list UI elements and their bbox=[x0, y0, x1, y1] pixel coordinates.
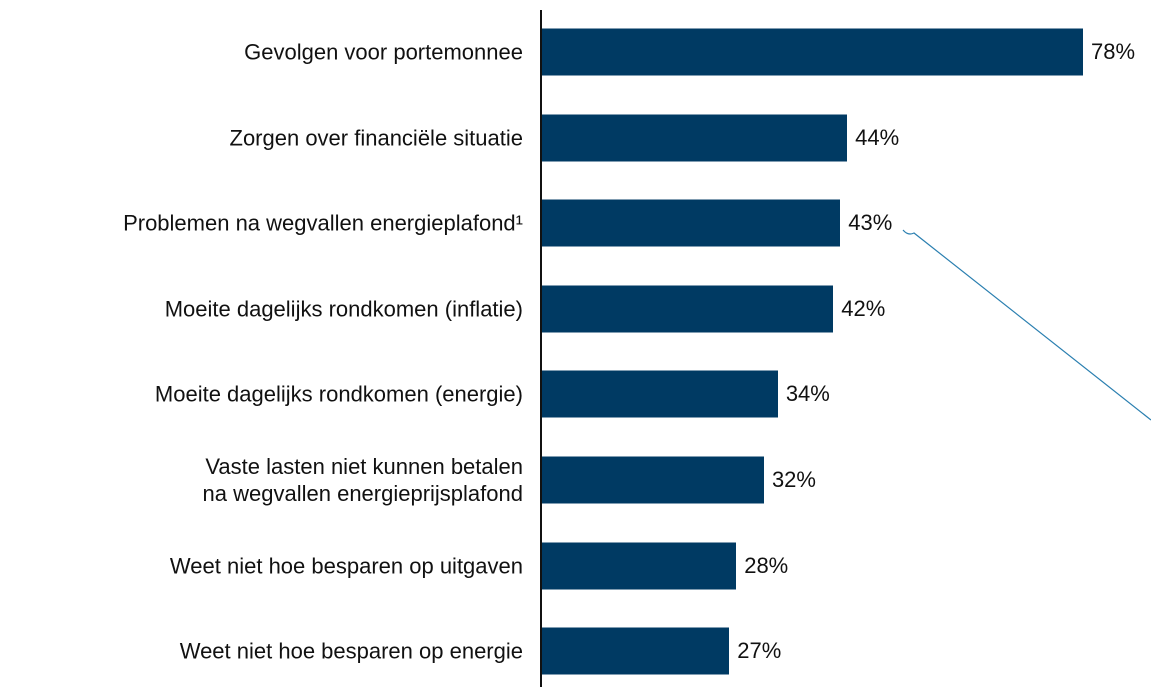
category-label: Moeite dagelijks rondkomen (inflatie) bbox=[164, 296, 523, 322]
category-label: Zorgen over financiële situatie bbox=[229, 125, 524, 151]
category-label: Gevolgen voor portemonnee bbox=[244, 39, 523, 65]
value-label: 42% bbox=[841, 295, 886, 321]
bar bbox=[542, 627, 730, 675]
category-label: Weet niet hoe besparen op energie bbox=[179, 638, 523, 664]
category-label: Moeite dagelijks rondkomen (energie) bbox=[154, 381, 523, 407]
value-label: 32% bbox=[771, 467, 816, 492]
value-label: 34% bbox=[785, 381, 830, 407]
value-label: 44% bbox=[855, 124, 900, 150]
bar bbox=[542, 28, 1083, 76]
category-label: Vaste lasten niet kunnen betalen na wegv… bbox=[202, 454, 523, 506]
category-label: Problemen na wegvallen energieplafond¹ bbox=[123, 210, 523, 236]
value-label: 27% bbox=[737, 638, 782, 664]
category-label: Weet niet hoe besparen op uitgaven bbox=[169, 553, 523, 579]
value-label: 43% bbox=[848, 210, 893, 236]
annotation-line bbox=[902, 229, 1151, 421]
bar bbox=[542, 542, 737, 590]
value-label: 78% bbox=[1091, 39, 1136, 64]
bar bbox=[542, 285, 834, 333]
axis-line bbox=[540, 10, 542, 687]
bar bbox=[542, 199, 841, 247]
bar bbox=[542, 456, 764, 504]
bar bbox=[542, 370, 778, 418]
value-label: 28% bbox=[744, 552, 789, 578]
bar bbox=[542, 114, 848, 162]
